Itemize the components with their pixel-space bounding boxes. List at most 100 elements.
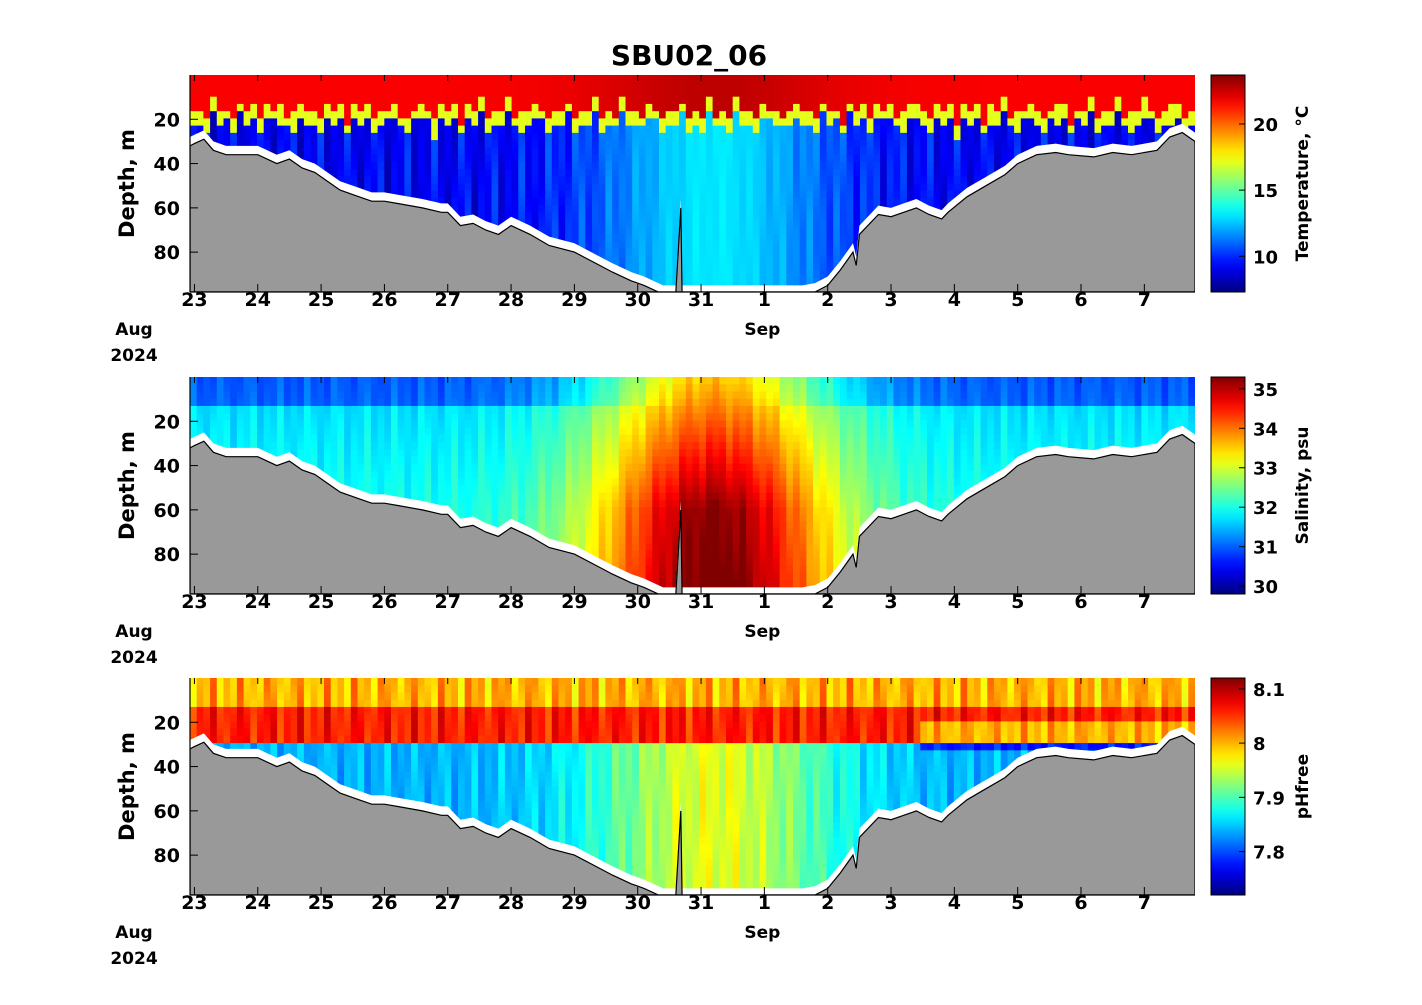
heatmap-cell [719,154,727,163]
heatmap-cell [384,103,392,112]
heatmap-cell [846,219,854,228]
heatmap-cell [478,169,486,177]
heatmap-cell [746,75,754,83]
heatmap-cell [726,132,734,141]
heatmap-cell [645,147,653,156]
heatmap-cell [625,255,633,264]
heatmap-cell [277,384,285,393]
heatmap-cell [819,125,828,134]
heatmap-cell [994,140,1002,148]
heatmap-cell [404,89,412,98]
heatmap-cell [846,82,854,91]
heatmap-cell [257,377,265,385]
heatmap-cell [933,197,941,206]
heatmap-cell [759,118,767,127]
heatmap-cell [558,190,566,199]
heatmap-cell [980,82,988,91]
heatmap-cell [1101,125,1109,134]
heatmap-cell [290,140,298,148]
heatmap-cell [344,132,352,141]
heatmap-cell [846,147,854,156]
heatmap-cell [873,161,881,170]
heatmap-cell [880,154,888,163]
heatmap-cell [699,111,707,119]
heatmap-cell [504,75,513,83]
heatmap-cell [592,82,600,91]
heatmap-cell [558,125,566,134]
heatmap-cell [1027,89,1035,98]
heatmap-cell [525,125,533,134]
heatmap-cell [498,103,506,112]
heatmap-cell [665,263,673,271]
heatmap-cell [632,255,640,264]
heatmap-cell [793,132,801,141]
heatmap-cell [772,248,781,257]
heatmap-cell [337,96,345,105]
heatmap-cell [491,132,499,141]
heatmap-cell [545,176,553,185]
heatmap-cell [672,183,680,192]
heatmap-cell [525,197,533,206]
heatmap-cell [223,125,231,134]
heatmap-cell [906,96,915,105]
heatmap-cell [230,427,238,436]
heatmap-cell [377,176,385,185]
heatmap-cell [565,89,573,98]
heatmap-cell [752,219,761,228]
heatmap-cell [665,96,673,105]
heatmap-cell [853,219,861,228]
heatmap-cell [705,140,714,148]
heatmap-cell [839,234,848,242]
heatmap-cell [471,183,479,192]
heatmap-cell [585,234,593,242]
heatmap-cell [866,169,874,177]
heatmap-cell [645,103,653,112]
heatmap-cell [384,147,392,156]
heatmap-cell [525,212,533,221]
heatmap-cell [431,176,439,185]
heatmap-cell [652,176,660,185]
heatmap-cell [551,125,560,134]
heatmap-cell [1181,111,1189,119]
heatmap-cell [759,161,767,170]
heatmap-cell [746,190,754,199]
heatmap-cell [659,89,667,98]
heatmap-cell [967,176,975,185]
heatmap-cell [772,103,781,112]
heatmap-cell [933,75,941,83]
heatmap-cell [471,190,479,199]
heatmap-cell [1067,103,1075,112]
heatmap-cell [478,125,486,134]
heatmap-cell [498,176,506,185]
heatmap-cell [384,111,392,119]
heatmap-cell [625,96,633,105]
heatmap-cell [826,147,834,156]
heatmap-cell [478,212,486,221]
heatmap-cell [491,111,499,119]
heatmap-cell [411,111,419,119]
heatmap-cell [853,103,861,112]
heatmap-cell [940,154,948,163]
heatmap-cell [504,111,513,119]
heatmap-cell [793,183,801,192]
heatmap-cell [793,125,801,134]
heatmap-cell [793,277,801,286]
heatmap-cell [471,89,479,98]
heatmap-cell [190,384,198,393]
heatmap-cell [592,197,600,206]
heatmap-cell [531,89,539,98]
heatmap-cell [1067,75,1075,83]
heatmap-cell [752,161,761,170]
heatmap-cell [1141,96,1149,105]
heatmap-cell [632,248,640,257]
heatmap-cell [866,132,874,141]
heatmap-cell [518,82,526,91]
heatmap-cell [1094,89,1102,98]
heatmap-cell [464,161,472,170]
heatmap-cell [839,190,848,199]
heatmap-cell [551,89,560,98]
heatmap-cell [806,212,814,221]
heatmap-cell [538,169,546,177]
heatmap-cell [766,183,774,192]
heatmap-cell [873,75,881,83]
